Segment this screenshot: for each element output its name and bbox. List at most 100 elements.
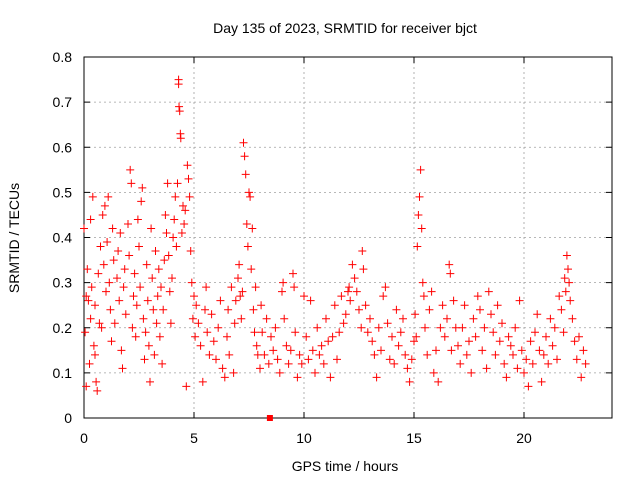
data-point (258, 328, 267, 337)
data-point (264, 359, 273, 368)
data-point (157, 283, 165, 292)
data-point (410, 337, 418, 346)
data-point (456, 359, 465, 368)
data-point (243, 242, 252, 251)
data-point (163, 179, 172, 188)
data-point (252, 341, 261, 350)
data-point (166, 319, 175, 328)
data-point (535, 346, 544, 355)
data-point (413, 242, 422, 251)
data-point (550, 323, 559, 332)
data-point (273, 355, 282, 364)
data-point (575, 332, 583, 341)
data-point (86, 215, 95, 224)
data-point (506, 341, 515, 350)
data-point (116, 228, 125, 237)
data-point (401, 350, 410, 359)
data-point (133, 215, 142, 224)
data-point (218, 364, 227, 373)
chart-title: Day 135 of 2023, SRMTID for receiver bjc… (213, 20, 477, 36)
data-point (440, 332, 449, 341)
data-point (235, 260, 244, 269)
data-point (511, 323, 520, 332)
data-point (194, 319, 203, 328)
data-point (308, 346, 317, 355)
data-point (139, 314, 148, 323)
data-point (126, 165, 135, 174)
data-point (127, 179, 136, 188)
data-point (557, 305, 566, 314)
data-point (546, 314, 555, 323)
data-point (278, 287, 286, 296)
data-point (165, 287, 174, 296)
y-tick-label: 0.8 (53, 49, 73, 65)
data-point (117, 346, 126, 355)
data-point (176, 134, 185, 143)
data-point (374, 323, 383, 332)
data-point (132, 301, 141, 310)
data-point (177, 228, 186, 237)
data-point (300, 292, 308, 301)
data-point (346, 296, 355, 305)
data-point (155, 332, 164, 341)
data-point (335, 328, 344, 337)
data-point (241, 170, 250, 179)
data-point (566, 296, 575, 305)
data-point (135, 242, 143, 251)
data-point (212, 355, 220, 364)
data-point (352, 287, 361, 296)
axis-ticks (83, 56, 612, 419)
x-tick-label: 10 (296, 430, 312, 446)
data-point (476, 305, 484, 314)
data-point (445, 260, 454, 269)
y-tick-label: 0.5 (53, 184, 73, 200)
data-point (544, 359, 553, 368)
data-point (159, 305, 168, 314)
data-point (89, 341, 98, 350)
x-axis-label: GPS time / hours (292, 458, 399, 474)
data-point (162, 228, 171, 237)
data-point (130, 269, 139, 278)
data-point (184, 174, 193, 183)
data-point (480, 323, 489, 332)
data-point (515, 296, 524, 305)
data-point (97, 323, 106, 332)
data-point (341, 310, 350, 319)
data-point (403, 364, 412, 373)
data-point (577, 373, 586, 382)
data-point (191, 332, 200, 341)
y-tick-label: 0.6 (53, 139, 73, 155)
data-point (141, 328, 150, 337)
data-point (175, 102, 184, 111)
data-point (368, 337, 377, 346)
data-point (173, 179, 182, 188)
data-point (98, 210, 107, 219)
data-point (427, 287, 436, 296)
data-point (390, 359, 399, 368)
y-tick-label: 0.4 (53, 230, 73, 246)
data-point (198, 377, 207, 386)
data-point (152, 319, 161, 328)
data-point (180, 219, 189, 228)
data-point (246, 192, 255, 201)
data-point (237, 314, 246, 323)
data-point (172, 242, 181, 251)
data-point (434, 377, 443, 386)
data-point (87, 283, 96, 292)
data-point (412, 332, 421, 341)
y-tick-label: 0.7 (53, 94, 73, 110)
data-point (495, 337, 504, 346)
data-point (96, 242, 105, 251)
data-point (491, 350, 500, 359)
data-point (128, 323, 137, 332)
data-point (417, 224, 426, 233)
data-point (533, 310, 542, 319)
data-point (182, 382, 191, 391)
data-point (421, 323, 429, 332)
data-point (249, 305, 258, 314)
data-point (447, 346, 456, 355)
data-point (504, 332, 513, 341)
data-point (144, 341, 153, 350)
data-point (432, 346, 440, 355)
